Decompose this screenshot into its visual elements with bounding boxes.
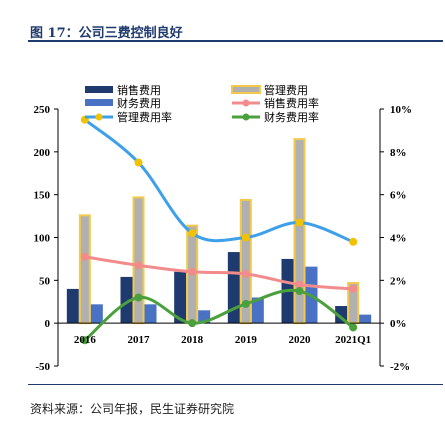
title-underline [28,40,443,42]
legend-fin-expense-label: 财务费用 [117,96,161,110]
sales-expense-bar [120,276,133,324]
sales-expense-bar [66,288,79,324]
left-tick-label: -50 [35,361,50,373]
mgmt-rate-point [134,158,143,167]
x-category-label: 2020 [289,334,312,346]
mgmt-expense-bar [78,214,91,325]
sales-expense-bar [227,252,240,324]
right-tick-label: 4% [390,233,407,245]
fin-rate-point [241,299,250,308]
fin-rate-point [188,319,197,328]
fin-expense-bar [359,314,372,324]
mgmt-rate-point [349,237,358,246]
mgmt-rate-point [188,229,197,238]
legend-sales-rate-marker [242,99,250,107]
mgmt-rate-point [241,233,250,242]
left-tick-label: 0 [45,318,51,330]
legend-fin-rate-marker [242,113,250,121]
left-tick-label: 250 [34,104,51,116]
fin-rate-point [349,323,358,332]
sales-rate-line [84,255,354,291]
legend-fin-rate-label: 财务费用率 [264,110,319,124]
left-tick-label: 50 [39,275,51,287]
legend-mgmt-expense-swatch [231,85,261,94]
left-tick-label: 100 [34,233,51,245]
left-tick-label: 200 [34,147,51,159]
mgmt-expense-bar [293,138,306,325]
x-category-label: 2019 [235,334,258,346]
legend-sales-expense-label: 销售费用 [117,83,161,97]
right-tick-label: 2% [390,275,407,287]
legend-fin-expense-swatch [85,99,113,106]
legend-mgmt-rate-label: 管理费用率 [117,110,172,124]
legend-sales-rate-label: 销售费用率 [264,96,319,110]
sales-expense-bar [174,271,187,324]
x-category-label: 2021Q1 [335,334,371,346]
fin-rate-point [134,293,143,302]
legend-sales-expense-swatch [85,86,113,93]
sales-rate-point [349,284,358,293]
right-tick-label: 8% [390,147,407,159]
right-tick-label: 0% [390,318,407,330]
right-tick-label: 6% [390,190,407,202]
fin-expense-bar [144,304,157,324]
figure-title: 图 17：公司三费控制良好 [30,26,183,41]
x-category-label: 2016 [74,334,97,346]
fin-expense-bar [90,304,103,324]
x-category-label: 2017 [128,334,151,346]
sales-rate-point [241,269,250,278]
source-note: 资料来源：公司年报，民生证券研究院 [30,402,235,416]
legend-mgmt-rate-marker [95,113,103,121]
mgmt-expense-bar [132,196,145,325]
mgmt-rate-line [83,118,354,244]
sales-rate-point [80,252,89,261]
fin-rate-point [295,287,304,296]
sales-rate-point [295,280,304,289]
sales-rate-point [188,267,197,276]
fin-expense-bar [251,297,264,324]
x-category-label: 2018 [181,334,204,346]
left-tick-label: 150 [34,190,51,202]
sales-rate-point [134,261,143,270]
right-tick-label: 10% [390,104,412,116]
mgmt-rate-point [295,218,304,227]
legend-mgmt-expense-label: 管理费用 [264,83,308,97]
bottom-divider [28,384,443,385]
right-tick-label: -2% [390,361,410,373]
fin-rate-line [83,288,355,342]
fin-rate-point [80,336,89,345]
